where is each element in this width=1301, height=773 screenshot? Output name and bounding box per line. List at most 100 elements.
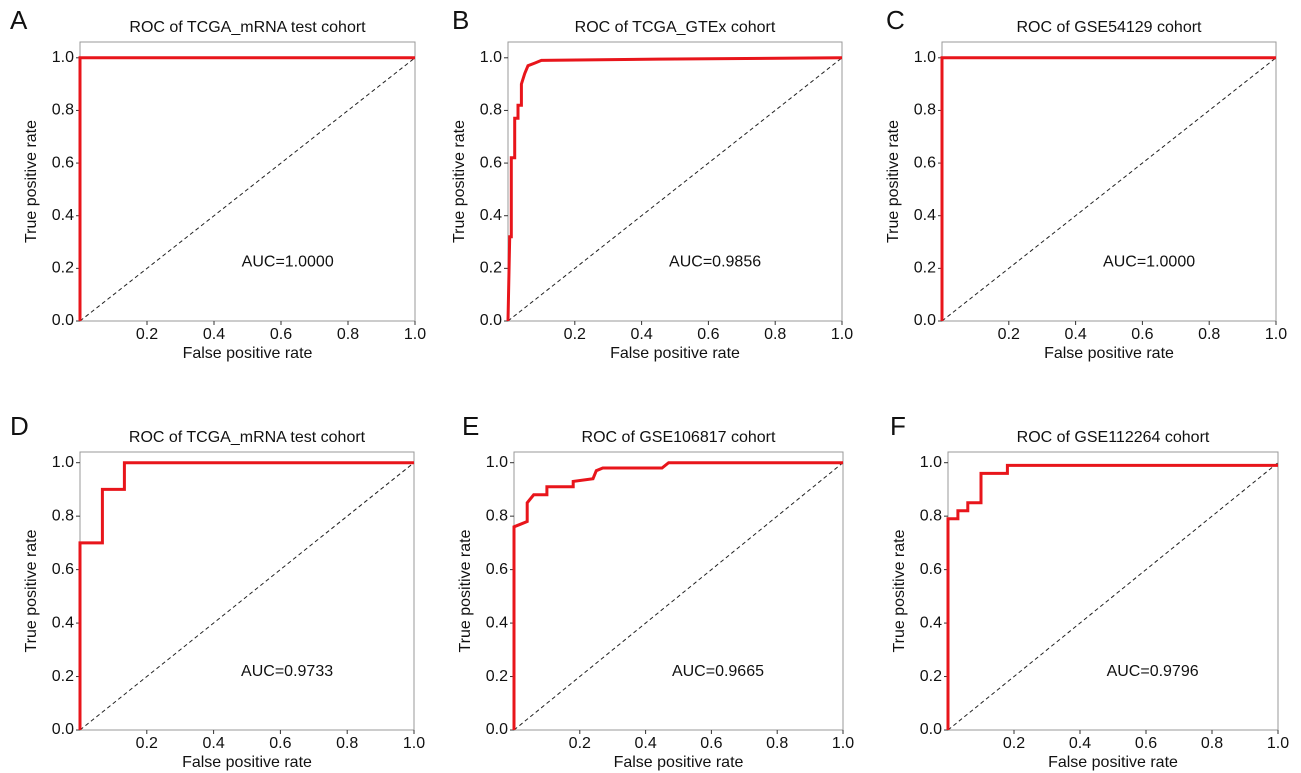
auc-annotation: AUC=0.9796	[1107, 663, 1199, 680]
x-tick-label: 0.2	[136, 735, 158, 752]
y-tick-label: 0.4	[486, 614, 508, 631]
x-tick-label: 0.2	[569, 735, 591, 752]
x-axis-label: False positive rate	[183, 345, 313, 362]
x-tick-label: 0.8	[336, 735, 358, 752]
x-tick-label: 0.8	[1198, 326, 1220, 343]
plot-frame	[79, 451, 415, 731]
y-tick-label: 0.4	[914, 207, 936, 224]
panel: B ROC of TCGA_GTEx cohort 0.2 0.4 0.6 0.8 1.0 0…	[451, 5, 853, 362]
panel-letter: D	[10, 411, 29, 441]
y-tick-label: 0.8	[480, 102, 502, 119]
x-tick-label: 0.6	[270, 326, 292, 343]
roc-curve	[506, 56, 843, 322]
y-axis-label: True positive rate	[457, 529, 474, 652]
x-tick-label: 0.4	[634, 735, 656, 752]
y-tick-label: 0.6	[52, 561, 74, 578]
x-tick-label: 0.8	[1201, 735, 1223, 752]
x-tick-label: 1.0	[1267, 735, 1289, 752]
y-tick-label: 0.0	[914, 312, 936, 329]
plot-frame	[513, 451, 844, 731]
y-tick-label: 0.0	[52, 721, 74, 738]
auc-annotation: AUC=0.9856	[669, 254, 761, 271]
y-tick-label: 0.0	[480, 312, 502, 329]
y-tick-label: 1.0	[52, 454, 74, 471]
chart-title: ROC of TCGA_mRNA test cohort	[129, 19, 366, 36]
y-tick-label: 0.4	[480, 207, 502, 224]
y-axis-label: True positive rate	[885, 120, 902, 243]
x-tick-label: 1.0	[404, 326, 426, 343]
x-tick-label: 0.4	[202, 735, 224, 752]
x-axis-label: False positive rate	[1048, 754, 1178, 771]
y-tick-label: 1.0	[486, 454, 508, 471]
x-tick-label: 0.6	[1131, 326, 1153, 343]
chance-diagonal	[79, 57, 416, 322]
plot-frame	[941, 41, 1277, 322]
panel: D ROC of TCGA_mRNA test cohort 0.2 0.4 0.6 0.…	[10, 411, 425, 771]
auc-annotation: AUC=0.9665	[672, 663, 764, 680]
chance-diagonal	[507, 57, 843, 322]
chart-title: ROC of TCGA_GTEx cohort	[575, 19, 776, 36]
y-axis-label: True positive rate	[451, 120, 468, 243]
y-tick-label: 0.0	[52, 312, 74, 329]
y-tick-label: 1.0	[480, 49, 502, 66]
y-tick-label: 0.2	[914, 260, 936, 277]
plot-frame	[79, 41, 416, 322]
chart-title: ROC of TCGA_mRNA test cohort	[129, 429, 366, 446]
x-axis-label: False positive rate	[182, 754, 312, 771]
y-tick-label: 0.4	[920, 614, 942, 631]
y-tick-label: 1.0	[914, 49, 936, 66]
y-tick-label: 0.0	[486, 721, 508, 738]
x-tick-label: 0.4	[203, 326, 225, 343]
y-tick-label: 0.2	[486, 668, 508, 685]
auc-annotation: AUC=0.9733	[241, 663, 333, 680]
y-tick-label: 0.2	[920, 668, 942, 685]
y-tick-label: 0.6	[914, 154, 936, 171]
x-tick-label: 1.0	[1265, 326, 1287, 343]
roc-curve	[512, 461, 843, 730]
chance-diagonal	[947, 462, 1279, 731]
plot-frame	[947, 451, 1279, 731]
panel: A ROC of TCGA_mRNA test cohort 0.2 0.4 0.6 0.…	[10, 5, 426, 362]
y-tick-label: 0.8	[920, 507, 942, 524]
chance-diagonal	[941, 57, 1277, 322]
y-tick-label: 0.6	[52, 154, 74, 171]
panel: E ROC of GSE106817 cohort 0.2 0.4 0.6 0.8 1.0 0…	[457, 411, 854, 771]
panel-letter: A	[10, 5, 28, 35]
panel: C ROC of GSE54129 cohort 0.2 0.4 0.6 0.8 1.0 0.…	[885, 5, 1287, 362]
x-axis-label: False positive rate	[610, 345, 740, 362]
y-tick-label: 1.0	[52, 49, 74, 66]
panel-letter: E	[462, 411, 479, 441]
x-axis-label: False positive rate	[614, 754, 744, 771]
y-tick-label: 0.2	[480, 260, 502, 277]
x-axis-label: False positive rate	[1044, 345, 1174, 362]
chart-title: ROC of GSE112264 cohort	[1017, 429, 1210, 446]
x-tick-label: 0.2	[998, 326, 1020, 343]
roc-curve	[78, 461, 414, 730]
x-tick-label: 0.6	[700, 735, 722, 752]
y-tick-label: 0.0	[920, 721, 942, 738]
plot-frame	[507, 41, 843, 322]
x-tick-label: 0.6	[697, 326, 719, 343]
panel-letter: B	[452, 5, 469, 35]
panel: F ROC of GSE112264 cohort 0.2 0.4 0.6 0.8 1.0 0…	[890, 411, 1289, 771]
x-tick-label: 0.2	[564, 326, 586, 343]
x-tick-label: 0.6	[1135, 735, 1157, 752]
y-tick-label: 0.6	[920, 561, 942, 578]
roc-curve	[940, 56, 1276, 321]
x-tick-label: 0.2	[1003, 735, 1025, 752]
x-tick-label: 0.2	[136, 326, 158, 343]
y-tick-label: 0.2	[52, 260, 74, 277]
y-tick-label: 0.8	[486, 507, 508, 524]
x-tick-label: 0.6	[269, 735, 291, 752]
y-tick-label: 0.8	[52, 507, 74, 524]
auc-annotation: AUC=1.0000	[1103, 254, 1195, 271]
y-axis-label: True positive rate	[891, 529, 908, 652]
roc-curve	[78, 56, 415, 321]
y-tick-label: 0.4	[52, 614, 74, 631]
x-tick-label: 0.4	[630, 326, 652, 343]
panel-letter: F	[890, 411, 906, 441]
y-tick-label: 0.6	[486, 561, 508, 578]
panel-letter: C	[886, 5, 905, 35]
chance-diagonal	[79, 462, 415, 731]
x-tick-label: 0.8	[764, 326, 786, 343]
